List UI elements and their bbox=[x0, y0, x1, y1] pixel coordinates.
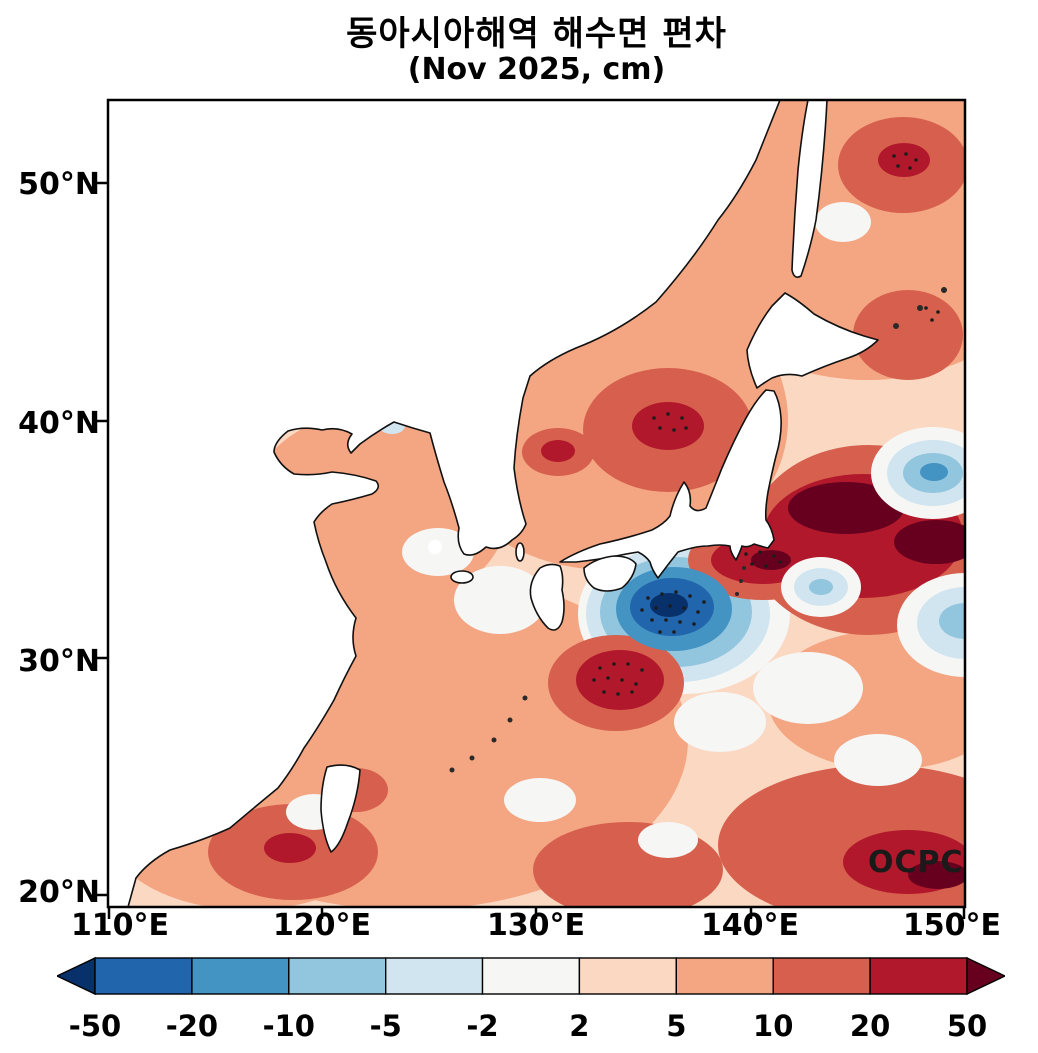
y-tick-50n: 50°N bbox=[18, 167, 100, 202]
hokkaido bbox=[746, 292, 879, 389]
chart-title: 동아시아해역 해수면 편차 bbox=[346, 14, 727, 54]
y-tick-20n: 20°N bbox=[18, 875, 100, 910]
colorbar-tick-labels: -50 -20 -10 -5 -2 2 5 10 20 50 bbox=[69, 1009, 987, 1043]
map-svg: OCPC bbox=[96, 98, 967, 919]
stipple-dots bbox=[592, 152, 940, 696]
cb-tick--50: -50 bbox=[69, 1009, 121, 1043]
warm-core-southwest bbox=[548, 635, 684, 731]
neutral-patches bbox=[286, 202, 922, 858]
cb-tick-20: 20 bbox=[850, 1009, 890, 1043]
x-tick-150e: 150°E bbox=[902, 908, 1002, 943]
colorbar-under-arrow bbox=[55, 956, 96, 996]
cb-tick--10: -10 bbox=[263, 1009, 315, 1043]
y-tick-40n: 40°N bbox=[18, 406, 100, 441]
honshu bbox=[559, 389, 782, 579]
colorbar-seg-5-10 bbox=[675, 957, 774, 995]
cold-patches-east bbox=[379, 418, 965, 677]
colorbar-seg-neutral bbox=[481, 957, 581, 995]
colorbar: -50 -20 -10 -5 -2 2 5 10 20 50 bbox=[55, 956, 1007, 1048]
map-frame bbox=[106, 98, 967, 909]
colorbar-svg: -50 -20 -10 -5 -2 2 5 10 20 50 bbox=[55, 956, 1007, 1043]
taiwan bbox=[320, 764, 361, 853]
land-masses bbox=[108, 100, 879, 907]
cb-tick--20: -20 bbox=[166, 1009, 218, 1043]
colorbar-seg-20-50 bbox=[869, 957, 968, 995]
colorbar-seg-neg10-5 bbox=[288, 957, 387, 995]
shikoku bbox=[583, 555, 637, 592]
cb-tick--5: -5 bbox=[370, 1009, 402, 1043]
axis-tick-marks bbox=[96, 181, 966, 919]
cb-tick-5: 5 bbox=[666, 1009, 686, 1043]
ocpc-watermark: OCPC bbox=[868, 845, 964, 880]
kyushu bbox=[529, 563, 565, 631]
jeju-island bbox=[450, 570, 474, 584]
chart-subtitle: (Nov 2025, cm) bbox=[407, 52, 666, 87]
x-tick-110e: 110°E bbox=[70, 908, 170, 943]
cb-tick-2: 2 bbox=[569, 1009, 589, 1043]
sakhalin bbox=[791, 100, 828, 278]
small-islands bbox=[449, 287, 947, 773]
colorbar-seg-10-20 bbox=[772, 957, 871, 995]
positive-anomaly-10-20 bbox=[208, 117, 965, 907]
colorbar-body bbox=[55, 956, 1007, 996]
colorbar-seg-neg5-2 bbox=[385, 957, 484, 995]
map-plot: OCPC bbox=[96, 98, 967, 919]
y-tick-30n: 30°N bbox=[18, 644, 100, 679]
cb-tick--2: -2 bbox=[466, 1009, 498, 1043]
colorbar-seg-neg20-10 bbox=[191, 957, 290, 995]
colorbar-over-arrow bbox=[966, 956, 1007, 996]
white-marker-dot bbox=[428, 540, 442, 554]
cb-tick-50: 50 bbox=[947, 1009, 987, 1043]
negative-anomaly-core bbox=[616, 567, 732, 651]
map-content: OCPC bbox=[108, 100, 965, 907]
colorbar-seg-2-5 bbox=[578, 957, 678, 995]
mainland-asia-korea bbox=[108, 100, 781, 907]
cb-tick-10: 10 bbox=[753, 1009, 793, 1043]
colorbar-seg-neg50-20 bbox=[94, 957, 193, 995]
tsushima-island bbox=[515, 542, 525, 562]
